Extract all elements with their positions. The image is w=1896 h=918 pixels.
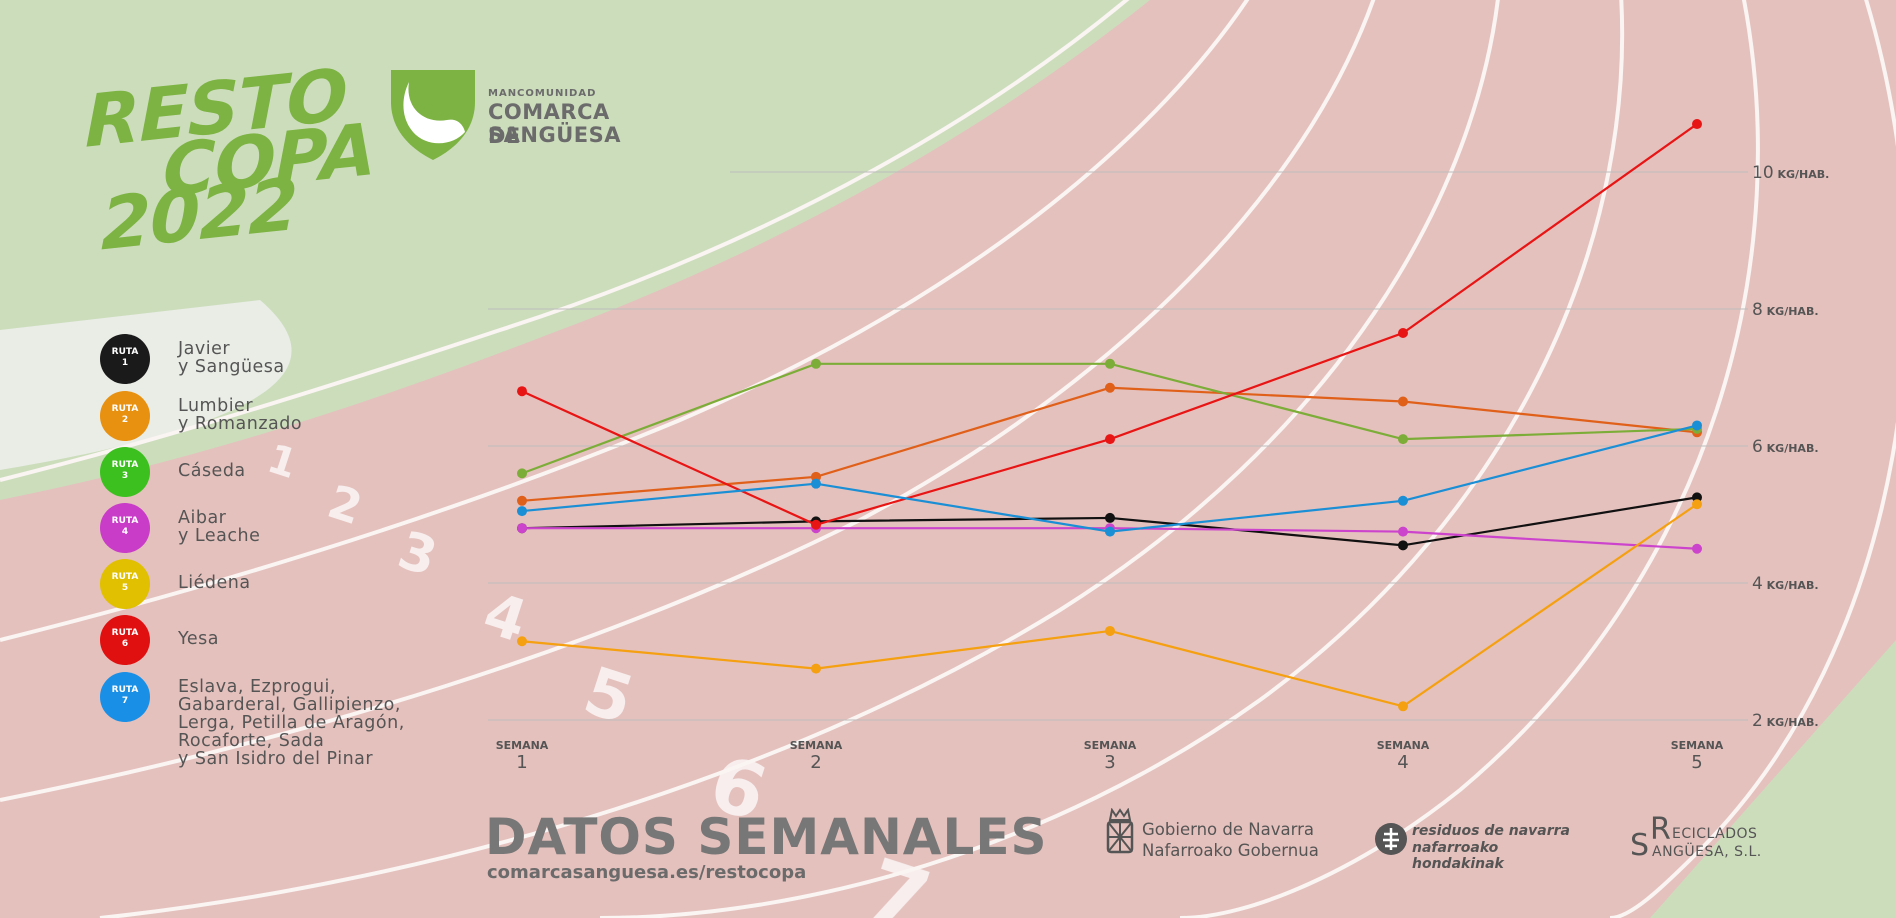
data-point <box>1105 358 1115 369</box>
data-point <box>1692 492 1702 503</box>
chart-series <box>517 119 1702 712</box>
legend-label: Liédena <box>178 573 251 593</box>
footer-title: DATOS SEMANALES <box>485 808 1048 866</box>
shield-icon <box>391 70 475 160</box>
data-point <box>811 471 821 482</box>
navarra-coat-of-arms-icon <box>1106 808 1134 854</box>
x-tick-prefix: SEMANA <box>496 739 549 752</box>
x-tick-number: 2 <box>810 752 821 773</box>
org-small-text: MANCOMUNIDAD <box>488 88 597 99</box>
data-point <box>811 478 821 489</box>
data-point <box>1398 327 1408 338</box>
gov-line-2: Nafarroako Gobernua <box>1142 841 1319 860</box>
data-point <box>811 358 821 369</box>
series-3 <box>517 358 1702 479</box>
x-tick-prefix: SEMANA <box>1377 739 1430 752</box>
y-tick-label: 4 KG/HAB. <box>1752 574 1819 594</box>
data-point <box>1398 526 1408 537</box>
series-6 <box>517 119 1702 530</box>
x-tick-prefix: SEMANA <box>790 739 843 752</box>
legend-label: Eslava, Ezprogui, Gabarderal, Gallipienz… <box>178 677 405 769</box>
rec-line-2: ANGÜESA, S.L. <box>1652 844 1762 860</box>
res-line-2: nafarroako hondakinak <box>1412 840 1504 872</box>
data-point <box>1105 526 1115 537</box>
x-tick-number: 3 <box>1104 752 1115 773</box>
data-point <box>517 636 527 647</box>
footer-url[interactable]: comarcasanguesa.es/restocopa <box>487 862 807 883</box>
data-point <box>1692 420 1702 431</box>
data-point <box>517 506 527 517</box>
restocopa-logo: RESTO COPA 2022 <box>85 52 375 266</box>
residuos-icon <box>1375 823 1407 855</box>
gov-line-1: Gobierno de Navarra <box>1142 820 1314 839</box>
residuos-navarra-logo: residuos de navarra nafarroako hondakina… <box>1374 820 1594 872</box>
series-line <box>521 123 1698 526</box>
data-point <box>1398 701 1408 712</box>
data-point <box>1692 119 1702 130</box>
data-point <box>1105 512 1115 523</box>
series-2 <box>517 382 1702 506</box>
org-line-2: SANGÜESA <box>488 123 621 147</box>
data-point <box>1105 434 1115 445</box>
y-tick-label: 6 KG/HAB. <box>1752 437 1819 457</box>
ruta-badge: RUTA 4 <box>100 503 150 553</box>
ruta-badge: RUTA 1 <box>100 334 150 384</box>
data-point <box>811 519 821 530</box>
data-point <box>1105 382 1115 393</box>
ruta-badge: RUTA 5 <box>100 559 150 609</box>
data-point <box>517 495 527 506</box>
ruta-badge: RUTA 3 <box>100 447 150 497</box>
data-point <box>1692 499 1702 510</box>
y-tick-label: 8 KG/HAB. <box>1752 300 1819 320</box>
line-chart: 2 KG/HAB. 4 KG/HAB. 6 KG/HAB. 8 KG/HAB. 10 K… <box>488 119 1829 773</box>
reciclados-sanguesa-logo: S R ECICLADOS ANGÜESA, S.L. <box>1630 812 1770 863</box>
y-axis-ticks: 2 KG/HAB. 4 KG/HAB. 6 KG/HAB. 8 KG/HAB. 10 K… <box>1752 163 1829 731</box>
ruta-badge: RUTA 7 <box>100 672 150 722</box>
legend-label: Lumbier y Romanzado <box>178 396 303 434</box>
data-point <box>1398 495 1408 506</box>
x-tick-number: 5 <box>1691 752 1702 773</box>
data-point <box>517 523 527 534</box>
legend-label: Aibar y Leache <box>178 508 261 546</box>
legend-label: Yesa <box>178 629 219 649</box>
x-tick-number: 1 <box>516 752 527 773</box>
series-5 <box>517 499 1702 712</box>
y-tick-label: 10 KG/HAB. <box>1752 163 1829 183</box>
res-line-1: residuos de navarra <box>1412 823 1570 839</box>
data-point <box>517 386 527 397</box>
data-point <box>1398 434 1408 445</box>
rec-line-1: ECICLADOS <box>1672 826 1758 842</box>
rec-letter-s: S <box>1630 828 1650 863</box>
series-1 <box>517 492 1702 551</box>
legend-label: Javier y Sangüesa <box>178 339 285 377</box>
series-line <box>521 386 1698 502</box>
x-tick-number: 4 <box>1397 752 1408 773</box>
data-point <box>1692 543 1702 554</box>
rec-letter-r: R <box>1650 812 1671 847</box>
mancomunidad-logo: MANCOMUNIDAD COMARCA DE SANGÜESA <box>383 62 623 162</box>
data-point <box>1398 396 1408 407</box>
x-tick-prefix: SEMANA <box>1671 739 1724 752</box>
data-point <box>1105 625 1115 636</box>
gobierno-navarra-logo: Gobierno de Navarra Nafarroako Gobernua <box>1104 808 1354 864</box>
data-point <box>811 663 821 674</box>
x-tick-prefix: SEMANA <box>1084 739 1137 752</box>
series-line <box>521 362 1698 475</box>
ruta-badge: RUTA 2 <box>100 391 150 441</box>
legend-label: Cáseda <box>178 461 246 481</box>
chart-grid <box>488 171 1748 721</box>
data-point <box>1398 540 1408 551</box>
ruta-badge: RUTA 6 <box>100 615 150 665</box>
org-line-1: COMARCA DE <box>488 100 610 148</box>
data-point <box>517 468 527 479</box>
series-7 <box>517 420 1702 537</box>
y-tick-label: 2 KG/HAB. <box>1752 711 1819 731</box>
